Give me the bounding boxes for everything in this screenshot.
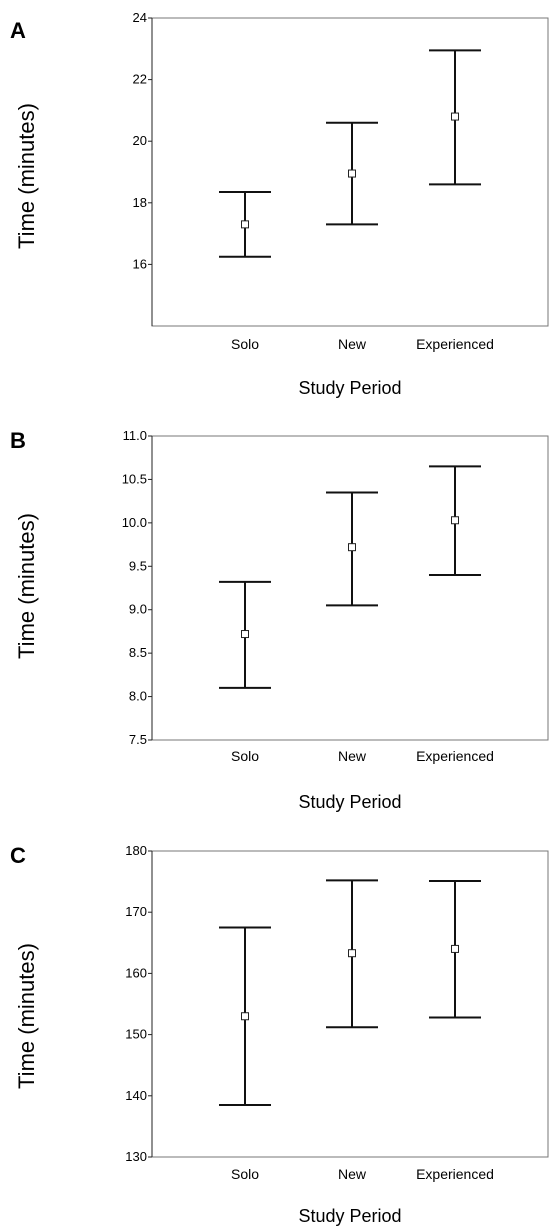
panel-letter: C [10, 843, 26, 868]
x-category-label: Experienced [416, 1166, 494, 1182]
y-tick-label: 170 [125, 904, 147, 919]
plot-frame [151, 435, 549, 741]
x-category-label: New [338, 1166, 367, 1182]
y-tick-label: 18 [133, 195, 147, 210]
x-category-label: Solo [231, 336, 259, 352]
x-category-label: Experienced [416, 336, 494, 352]
chart-panel-b: B Time (minutes) Study Period 7.5 8.0 8.5 9… [10, 428, 549, 812]
y-axis-label: Time (minutes) [14, 103, 39, 249]
y-tick-label: 9.5 [129, 558, 147, 573]
plot-frame [151, 850, 549, 1158]
y-tick-label: 9.0 [129, 602, 147, 617]
x-category-label: Solo [231, 748, 259, 764]
panel-letter: B [10, 428, 26, 453]
y-tick-label: 8.5 [129, 645, 147, 660]
x-axis-label: Study Period [298, 378, 401, 398]
panel-letter: A [10, 18, 26, 43]
mean-marker [348, 543, 356, 552]
y-tick-label: 16 [133, 256, 147, 271]
x-category-label: New [338, 748, 367, 764]
mean-marker [348, 949, 356, 958]
mean-marker [241, 630, 249, 639]
y-tick-label: 24 [133, 10, 147, 25]
x-category-label: Solo [231, 1166, 259, 1182]
x-category-label: Experienced [416, 748, 494, 764]
y-tick-label: 130 [125, 1149, 147, 1164]
x-axis-label: Study Period [298, 1206, 401, 1226]
mean-marker [348, 169, 356, 178]
chart-panel-a: A Time (minutes) Study Period 16 18 20 22 24… [10, 10, 549, 398]
mean-marker [241, 1012, 249, 1021]
mean-marker [451, 112, 459, 121]
mean-marker [451, 944, 459, 953]
y-axis-label: Time (minutes) [14, 513, 39, 659]
y-tick-label: 10.0 [122, 515, 147, 530]
mean-marker [451, 516, 459, 525]
x-axis-label: Study Period [298, 792, 401, 812]
y-tick-label: 180 [125, 843, 147, 858]
y-tick-label: 8.0 [129, 689, 147, 704]
chart-panel-c: C Time (minutes) Study Period 130 140 150 1… [10, 843, 549, 1226]
x-category-label: New [338, 336, 367, 352]
y-tick-label: 20 [133, 133, 147, 148]
y-tick-label: 10.5 [122, 471, 147, 486]
y-axis-label: Time (minutes) [14, 943, 39, 1089]
y-tick-label: 7.5 [129, 732, 147, 747]
y-tick-label: 160 [125, 965, 147, 980]
y-tick-label: 11.0 [123, 428, 147, 443]
y-tick-label: 150 [125, 1027, 147, 1042]
y-tick-label: 22 [133, 72, 147, 87]
y-tick-label: 140 [125, 1088, 147, 1103]
mean-marker [241, 220, 249, 229]
